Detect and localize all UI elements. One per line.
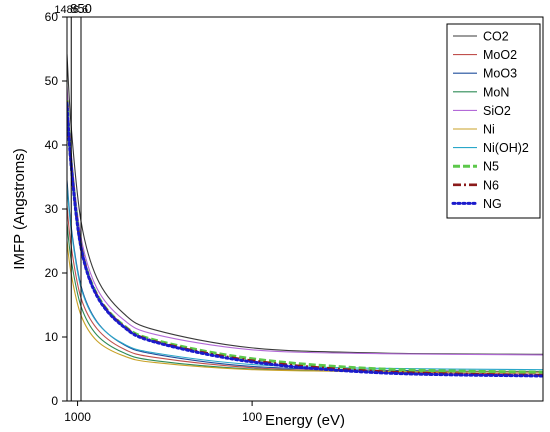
y-axis-title: IMFP (Angstroms) bbox=[11, 148, 28, 269]
y-tick-label: 20 bbox=[45, 266, 59, 280]
legend-box bbox=[446, 23, 541, 219]
y-tick-label: 50 bbox=[45, 74, 59, 88]
legend-label-co2: CO2 bbox=[483, 30, 509, 44]
legend-label-moo3: MoO3 bbox=[483, 67, 517, 81]
legend-label-sio2: SiO2 bbox=[483, 104, 511, 118]
legend: CO2 MoO2 MoO3 MoN SiO2 Ni Ni(OH)2 N5 N6 NG bbox=[446, 23, 541, 219]
x-tick-label: 1000 bbox=[64, 410, 91, 424]
y-tick-label: 30 bbox=[45, 202, 59, 216]
x-tick-label: 100 bbox=[242, 410, 262, 424]
legend-label-moo2: MoO2 bbox=[483, 48, 517, 62]
legend-label-ng: NG bbox=[483, 197, 502, 211]
legend-label-ni-oh-2: Ni(OH)2 bbox=[483, 141, 529, 155]
series-layer bbox=[67, 54, 543, 378]
y-tick-label: 10 bbox=[45, 330, 59, 344]
x-axis: 1000 100 bbox=[64, 401, 262, 424]
y-tick-label: 0 bbox=[51, 394, 58, 408]
y-tick-label: 60 bbox=[45, 10, 59, 24]
y-tick-label: 40 bbox=[45, 138, 59, 152]
reference-line-label-1: 1486.6 bbox=[54, 4, 88, 16]
legend-label-n6: N6 bbox=[483, 178, 499, 192]
y-axis: 0 10 20 30 40 50 60 bbox=[45, 10, 67, 408]
series-line-ng bbox=[67, 101, 543, 378]
legend-label-n5: N5 bbox=[483, 160, 499, 174]
legend-label-mon: MoN bbox=[483, 85, 509, 99]
series-line-co2 bbox=[67, 54, 543, 355]
legend-label-ni: Ni bbox=[483, 123, 495, 137]
x-axis-title: Energy (eV) bbox=[265, 412, 345, 429]
reference-line-label-2: 850 bbox=[70, 1, 92, 16]
